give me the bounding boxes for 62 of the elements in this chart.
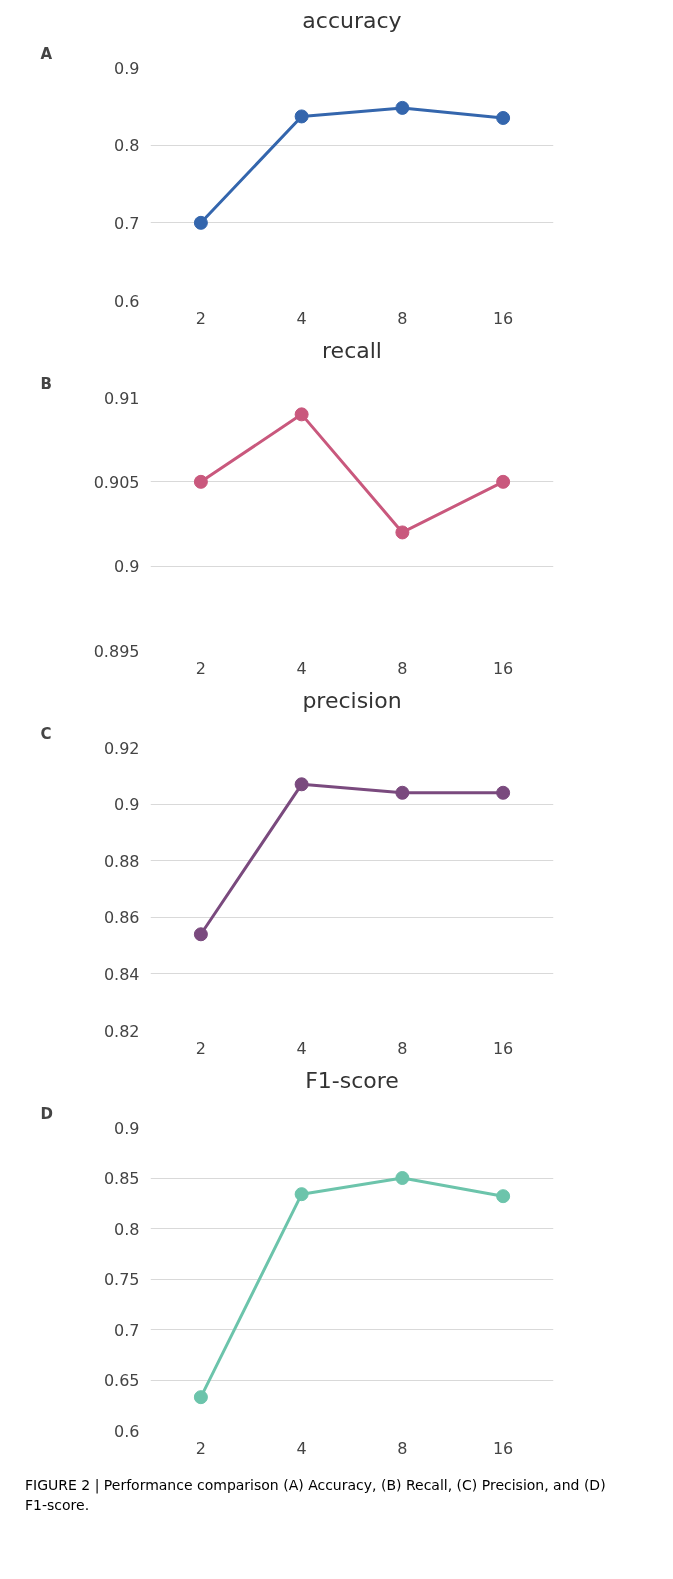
y-tick-label: 0.85 — [103, 1169, 140, 1188]
point — [496, 1189, 511, 1204]
y-tick-label: 0.9 — [114, 58, 140, 78]
y-tick-label: 0.65 — [103, 1371, 140, 1390]
chart-title: accuracy — [302, 7, 402, 33]
x-tick-label: 2 — [195, 1038, 206, 1058]
y-tick-label: 0.9 — [114, 1118, 140, 1138]
y-tick-label: 0.92 — [103, 738, 140, 758]
y-tick-label: 0.75 — [103, 1270, 140, 1289]
chart-title: F1-score — [305, 1067, 399, 1093]
x-tick-label: 16 — [492, 1438, 514, 1458]
x-tick-label: 4 — [296, 1438, 307, 1458]
y-tick-label: 0.86 — [103, 908, 140, 928]
y-tick-label: 0.905 — [93, 472, 140, 492]
caption: FIGURE 2 | Performance comparison (A) Accuracy, (B) Recall, (C) Precision, and (D) F1-score. — [24, 1476, 607, 1515]
text: A — [40, 44, 53, 63]
point — [496, 111, 511, 125]
y-tick-label: 0.88 — [103, 851, 140, 871]
x-tick-label: 8 — [397, 308, 408, 328]
y-tick-label: 0.9 — [114, 795, 140, 815]
y-tick-label: 0.895 — [93, 641, 140, 661]
y-tick-label: 0.8 — [114, 1219, 140, 1239]
y-tick-label: 0.8 — [114, 136, 140, 156]
point — [496, 474, 511, 489]
y-tick-label: 0.7 — [114, 213, 140, 233]
y-tick-label: 0.6 — [114, 1421, 140, 1441]
y-tick-label: 0.9 — [114, 557, 140, 577]
y-tick-label: 0.91 — [103, 388, 140, 408]
point — [294, 109, 309, 124]
point — [193, 215, 208, 230]
point — [294, 1187, 309, 1202]
x-tick-label: 8 — [397, 658, 408, 678]
chart-title: precision — [302, 687, 402, 713]
point — [294, 777, 309, 792]
point — [294, 407, 309, 422]
point — [193, 1390, 208, 1405]
point — [395, 785, 410, 800]
x-tick-label: 4 — [296, 1038, 307, 1058]
x-tick-label: 16 — [492, 658, 514, 678]
y-tick-label: 0.84 — [103, 964, 140, 984]
x-tick-label: 4 — [296, 308, 307, 328]
x-tick-label: 4 — [296, 658, 307, 678]
x-tick-label: 2 — [195, 308, 206, 328]
x-tick-label: 8 — [397, 1438, 408, 1458]
text: C — [40, 724, 52, 743]
point — [193, 474, 208, 489]
point — [395, 1171, 410, 1185]
chart-title: recall — [322, 337, 382, 363]
point — [193, 927, 208, 942]
x-tick-label: 2 — [195, 658, 206, 678]
x-tick-label: 16 — [492, 1038, 514, 1058]
x-tick-label: 16 — [492, 308, 514, 328]
y-tick-label: 0.7 — [114, 1320, 140, 1340]
point — [395, 525, 410, 540]
text: B — [40, 374, 52, 393]
y-tick-label: 0.82 — [103, 1021, 140, 1041]
y-tick-label: 0.6 — [114, 291, 140, 311]
x-tick-label: 8 — [397, 1038, 408, 1058]
point — [395, 100, 410, 115]
x-tick-label: 2 — [195, 1438, 206, 1458]
point — [496, 785, 511, 800]
text: D — [40, 1104, 53, 1123]
